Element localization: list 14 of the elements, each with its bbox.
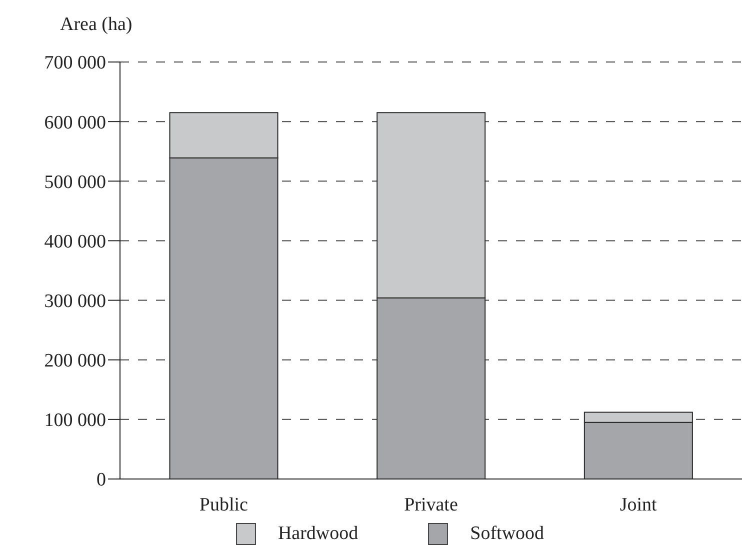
y-tick-label: 700 000 bbox=[44, 52, 106, 74]
y-axis-title: Area (ha) bbox=[60, 14, 132, 36]
x-tick-label: Public bbox=[199, 494, 248, 516]
y-tick-label: 600 000 bbox=[44, 112, 106, 134]
legend-label: Softwood bbox=[470, 523, 544, 545]
y-tick-label: 400 000 bbox=[44, 231, 106, 252]
x-tick-label: Joint bbox=[620, 494, 658, 516]
y-tick-label: 100 000 bbox=[44, 410, 106, 432]
y-tick-label: 200 000 bbox=[44, 350, 106, 372]
y-tick-label: 500 000 bbox=[44, 172, 106, 193]
y-tick-label: 0 bbox=[96, 470, 106, 491]
x-tick-label: Private bbox=[404, 494, 458, 516]
y-tick-label: 300 000 bbox=[44, 291, 106, 312]
legend-label: Hardwood bbox=[278, 523, 358, 545]
